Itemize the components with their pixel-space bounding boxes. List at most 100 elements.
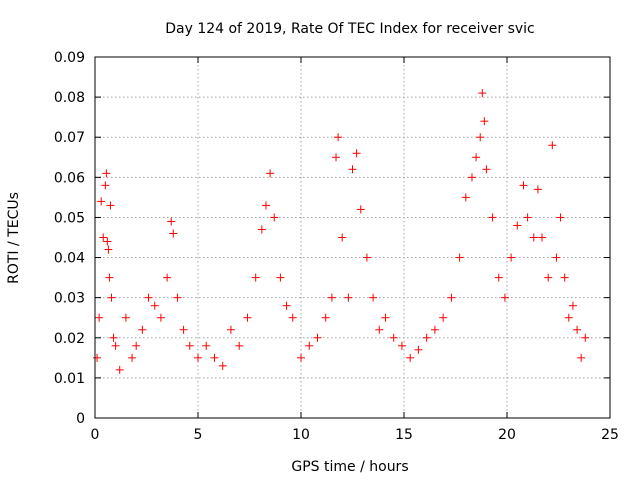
data-point <box>210 353 219 362</box>
x-tick-label: 20 <box>498 427 516 443</box>
data-point <box>538 233 547 242</box>
data-point <box>226 325 235 334</box>
y-tick-label: 0.06 <box>54 170 85 186</box>
scatter-points <box>93 89 590 374</box>
data-point <box>327 293 336 302</box>
data-point <box>235 341 244 350</box>
plot-frame <box>94 56 611 419</box>
data-point <box>132 341 141 350</box>
data-point <box>282 301 291 310</box>
y-tick-label: 0.05 <box>54 210 85 226</box>
data-point <box>121 313 130 322</box>
data-point <box>523 213 532 222</box>
data-point <box>97 197 106 206</box>
data-point <box>472 153 481 162</box>
data-point <box>381 313 390 322</box>
data-point <box>430 325 439 334</box>
data-point <box>163 273 172 282</box>
data-point <box>581 333 590 342</box>
y-tick-label: 0.02 <box>54 331 85 347</box>
data-point <box>243 313 252 322</box>
data-point <box>414 345 423 354</box>
data-point <box>138 325 147 334</box>
data-point <box>352 149 361 158</box>
data-point <box>288 313 297 322</box>
data-point <box>276 273 285 282</box>
data-point <box>173 293 182 302</box>
data-point <box>556 213 565 222</box>
y-tick-label: 0.07 <box>54 130 85 146</box>
data-point <box>362 253 371 262</box>
data-point <box>218 361 227 370</box>
data-point <box>406 353 415 362</box>
data-point <box>194 353 202 362</box>
data-point <box>251 273 260 282</box>
data-point <box>568 301 577 310</box>
data-point <box>519 181 528 190</box>
data-point <box>529 233 538 242</box>
data-point <box>101 181 110 190</box>
data-point <box>455 253 464 262</box>
data-point <box>482 165 491 174</box>
data-point <box>202 341 211 350</box>
x-tick-label: 0 <box>91 427 100 443</box>
data-point <box>488 213 497 222</box>
data-point <box>507 253 516 262</box>
data-point <box>156 313 165 322</box>
data-point <box>513 221 522 230</box>
data-point <box>461 193 470 202</box>
data-point <box>356 205 365 214</box>
data-point <box>102 169 111 178</box>
data-point <box>500 293 509 302</box>
data-point <box>397 341 406 350</box>
data-point <box>369 293 378 302</box>
data-point <box>548 141 557 150</box>
data-point <box>185 341 194 350</box>
data-point <box>573 325 582 334</box>
data-point <box>480 117 489 126</box>
data-point <box>560 273 569 282</box>
data-point <box>109 333 118 342</box>
x-tick-labels: 0 5 10 15 20 25 <box>91 427 619 443</box>
data-point <box>179 325 188 334</box>
data-point <box>99 233 108 242</box>
y-tick-label: 0.01 <box>54 371 85 387</box>
data-point <box>577 353 586 362</box>
data-point <box>476 133 485 142</box>
data-point <box>305 341 314 350</box>
data-point <box>150 301 159 310</box>
data-point <box>375 325 384 334</box>
x-tick-label: 15 <box>395 427 413 443</box>
y-tick-label: 0 <box>76 411 85 427</box>
data-point <box>167 217 176 226</box>
data-point <box>422 333 431 342</box>
y-axis-label: ROTI / TECUs <box>6 192 22 284</box>
data-point <box>494 273 503 282</box>
data-point <box>478 89 487 98</box>
data-point <box>321 313 330 322</box>
data-point <box>564 313 573 322</box>
data-point <box>338 233 347 242</box>
data-point <box>169 229 178 238</box>
data-point <box>344 293 353 302</box>
y-tick-label: 0.03 <box>54 291 85 307</box>
data-point <box>389 333 398 342</box>
data-point <box>95 313 104 322</box>
data-point <box>297 353 305 362</box>
y-tick-label: 0.08 <box>54 90 85 106</box>
data-point <box>334 133 343 142</box>
data-point <box>106 201 115 210</box>
data-point <box>313 333 322 342</box>
x-tick-label: 25 <box>601 427 619 443</box>
data-point <box>261 201 270 210</box>
data-point <box>447 293 456 302</box>
x-tick-label: 10 <box>292 427 310 443</box>
data-point <box>266 169 275 178</box>
data-point <box>552 253 561 262</box>
y-tick-label: 0.09 <box>54 50 85 66</box>
y-tick-labels: 0 0.01 0.02 0.03 0.04 0.05 0.06 0.07 0.08 0.09 <box>54 50 85 427</box>
y-tick-label: 0.04 <box>54 251 85 267</box>
x-axis-label: GPS time / hours <box>291 459 408 475</box>
data-point <box>144 293 153 302</box>
